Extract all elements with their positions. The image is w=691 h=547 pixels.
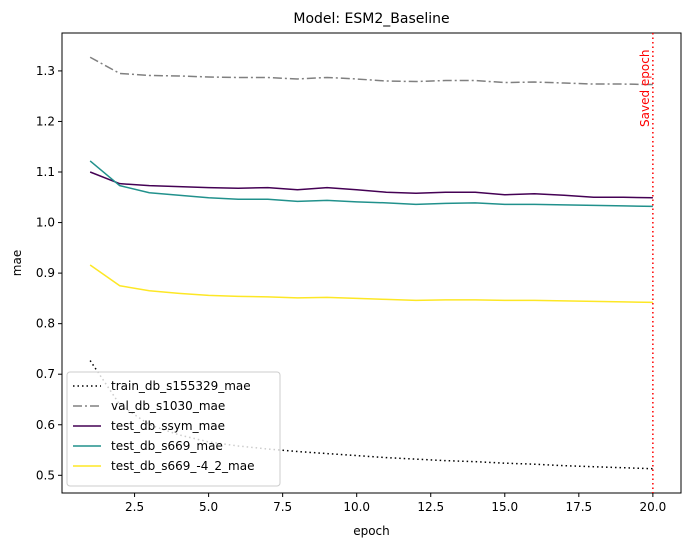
x-tick-label: 15.0 xyxy=(491,500,518,514)
y-tick-label: 1.1 xyxy=(36,165,55,179)
legend: train_db_s155329_mae val_db_s1030_maetest… xyxy=(66,371,281,487)
series-line-test_db_s669_mae xyxy=(89,160,653,208)
y-tick-label: 0.8 xyxy=(36,317,55,331)
legend-label-test_db_s669_-4_2_mae: test_db_s669_-4_2_mae xyxy=(111,459,254,473)
x-tick-label: 20.0 xyxy=(640,500,667,514)
y-tick-label: 1.3 xyxy=(36,64,55,78)
legend-label-test_db_ssym_mae: test_db_ssym_mae xyxy=(111,419,225,433)
saved-epoch-label: Saved epoch xyxy=(638,50,652,127)
y-tick-label: 0.7 xyxy=(36,367,55,381)
y-tick-label: 1.0 xyxy=(36,216,55,230)
legend-label-val_db_s1030_mae: val_db_s1030_mae xyxy=(111,399,225,413)
y-tick-label: 0.5 xyxy=(36,468,55,482)
x-tick-label: 12.5 xyxy=(417,500,444,514)
x-tick-label: 2.5 xyxy=(125,500,144,514)
plot-frame xyxy=(61,32,682,494)
x-tick-label: 5.0 xyxy=(199,500,218,514)
legend-label-train_db_s155329_mae: train_db_s155329_mae xyxy=(111,379,251,393)
y-tick-label: 1.2 xyxy=(36,114,55,128)
series-line-test_db_s669_-4_2_mae xyxy=(89,264,653,304)
chart-title: Model: ESM2_Baseline xyxy=(293,11,449,27)
series-group xyxy=(89,56,653,470)
legend-label-test_db_s669_mae: test_db_s669_mae xyxy=(111,439,223,453)
y-tick-label: 0.6 xyxy=(36,418,55,432)
x-axis-title: epoch xyxy=(353,524,390,538)
legend-box xyxy=(66,371,281,487)
series-line-test_db_ssym_mae xyxy=(89,171,653,199)
x-tick-label: 17.5 xyxy=(565,500,592,514)
y-axis-title: mae xyxy=(10,250,24,276)
x-tick-label: 10.0 xyxy=(343,500,370,514)
series-line-val_db_s1030_mae xyxy=(89,56,653,86)
y-tick-label: 0.9 xyxy=(36,266,55,280)
x-tick-label: 7.5 xyxy=(273,500,292,514)
